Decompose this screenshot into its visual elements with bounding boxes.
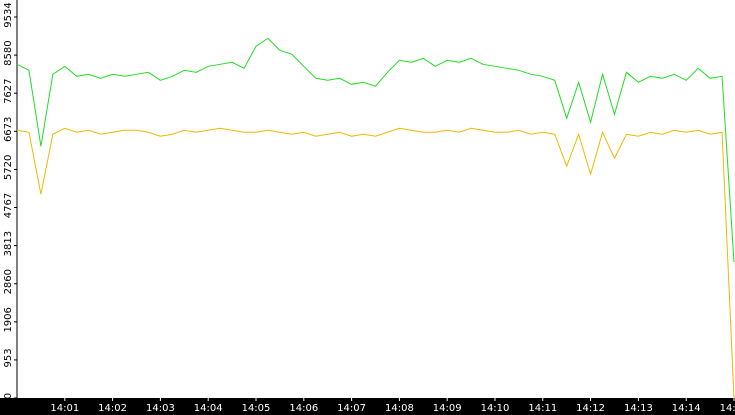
x-axis-bar xyxy=(0,398,735,415)
y-tick-label: 9534 xyxy=(3,2,14,27)
x-tick-label: 14:13 xyxy=(624,403,653,414)
x-tick-label: 14:05 xyxy=(242,403,271,414)
x-tick-label: 14:14 xyxy=(672,403,701,414)
x-tick-label: 14:02 xyxy=(98,403,127,414)
x-tick-label: 14:04 xyxy=(194,403,223,414)
x-tick-label: 14:08 xyxy=(385,403,414,414)
x-tick-label: 14:09 xyxy=(433,403,462,414)
x-tick-label: 14:11 xyxy=(528,403,557,414)
y-tick-label: 2860 xyxy=(3,269,14,294)
y-tick-label: 6673 xyxy=(3,117,14,142)
y-tick-label: 5720 xyxy=(3,155,14,180)
x-tick-label: 14:15 xyxy=(720,403,735,414)
y-tick-label: 1906 xyxy=(3,307,14,332)
y-tick-label: 953 xyxy=(3,348,14,367)
y-tick-label: 7627 xyxy=(3,78,14,103)
series-line xyxy=(16,127,735,399)
x-tick-label: 14:06 xyxy=(289,403,318,414)
y-tick-label: 3813 xyxy=(3,231,14,256)
y-tick-label: 4767 xyxy=(3,193,14,218)
x-tick-label: 14:10 xyxy=(481,403,510,414)
y-tick-label: 0 xyxy=(3,393,14,399)
series-line xyxy=(16,37,735,263)
x-tick-label: 14:12 xyxy=(576,403,605,414)
y-tick-label: 8580 xyxy=(3,40,14,65)
x-tick-label: 14:07 xyxy=(337,403,366,414)
x-tick-label: 14:01 xyxy=(50,403,79,414)
x-tick-label: 14:03 xyxy=(146,403,175,414)
